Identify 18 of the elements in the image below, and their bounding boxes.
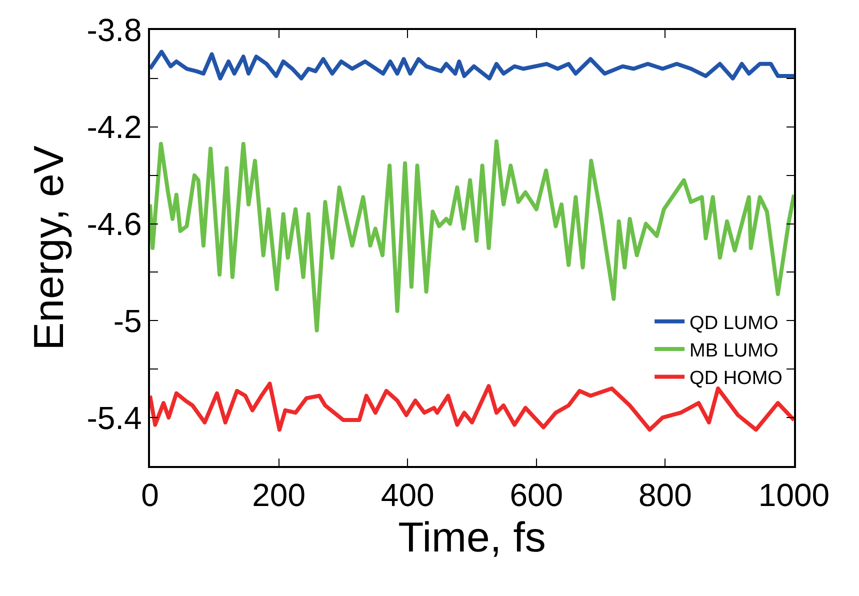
x-tick-label: 1000 bbox=[758, 477, 830, 514]
y-tick-label: -3.8 bbox=[86, 12, 142, 48]
y-tick-label: -5 bbox=[113, 302, 142, 339]
x-axis-title: Time, fs bbox=[398, 514, 546, 561]
y-tick-label: -5.4 bbox=[86, 400, 142, 436]
x-tick-label: 0 bbox=[141, 477, 159, 514]
y-tick-label: -4.6 bbox=[86, 206, 142, 242]
x-tick-label: 800 bbox=[638, 477, 692, 514]
line-series bbox=[150, 139, 794, 332]
legend-label: QD LUMO bbox=[690, 312, 778, 334]
x-tick-label: 400 bbox=[380, 477, 434, 514]
y-axis-title: Energy, eV bbox=[25, 146, 72, 350]
legend-label: MB LUMO bbox=[690, 340, 778, 362]
line-series bbox=[150, 50, 794, 80]
x-tick-label: 200 bbox=[252, 477, 306, 514]
x-tick-label: 600 bbox=[510, 477, 564, 514]
legend-label: QD HOMO bbox=[690, 368, 782, 390]
y-tick-label: -4.2 bbox=[86, 109, 142, 146]
